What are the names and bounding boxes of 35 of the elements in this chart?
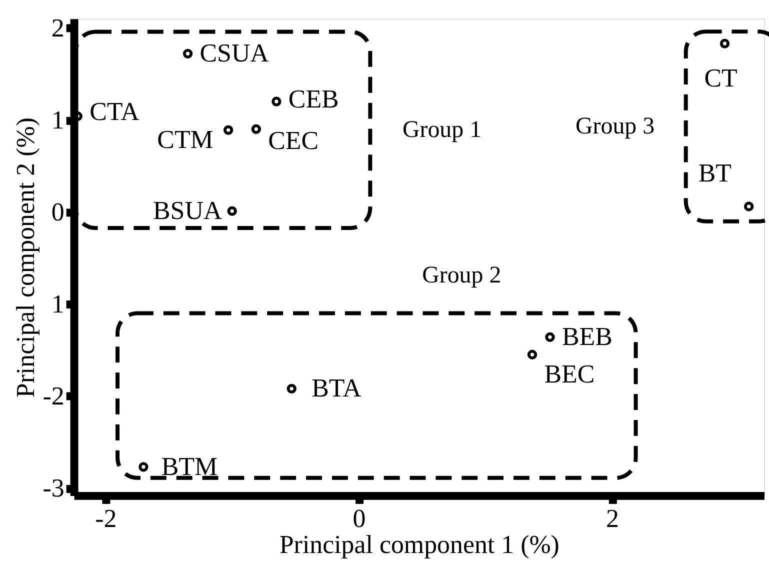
point (527, 350, 538, 360)
annotation: Group 3 (576, 113, 655, 140)
point (138, 462, 148, 472)
point (182, 48, 193, 58)
y-tick-label: 2 (51, 13, 64, 42)
point (251, 124, 262, 134)
data-label: BEC (544, 360, 595, 389)
y-tick-label: 0 (51, 197, 64, 226)
annotation: Group 1 (402, 116, 482, 143)
annotation: Group 2 (422, 262, 502, 288)
data-label: BTM (161, 452, 218, 481)
y-axis-title: Principal component 2 (%) (10, 118, 40, 398)
point (720, 38, 730, 48)
data-label: CSUA (200, 38, 270, 68)
y-tick-label: 1 (51, 105, 64, 134)
y-tick-label: -3 (42, 474, 64, 503)
point (545, 332, 555, 342)
data-label: CTM (157, 125, 214, 154)
data-label: BSUA (152, 196, 222, 226)
data-label: BTA (312, 374, 362, 403)
point (272, 96, 282, 106)
data-label: BEB (562, 322, 612, 352)
y-tick-label: -2 (42, 382, 64, 411)
data-label: CEB (288, 84, 339, 114)
x-tick-label: -2 (95, 504, 117, 533)
data-label: BT (698, 158, 732, 188)
point (227, 206, 237, 216)
y-tick-label: 1 (51, 289, 64, 318)
point (744, 202, 754, 212)
x-tick-label: 2 (606, 504, 620, 533)
point (223, 125, 234, 135)
data-label: CT (704, 63, 738, 92)
data-label: CEC (268, 126, 319, 156)
data-label: CTA (90, 97, 140, 126)
point (286, 384, 296, 394)
